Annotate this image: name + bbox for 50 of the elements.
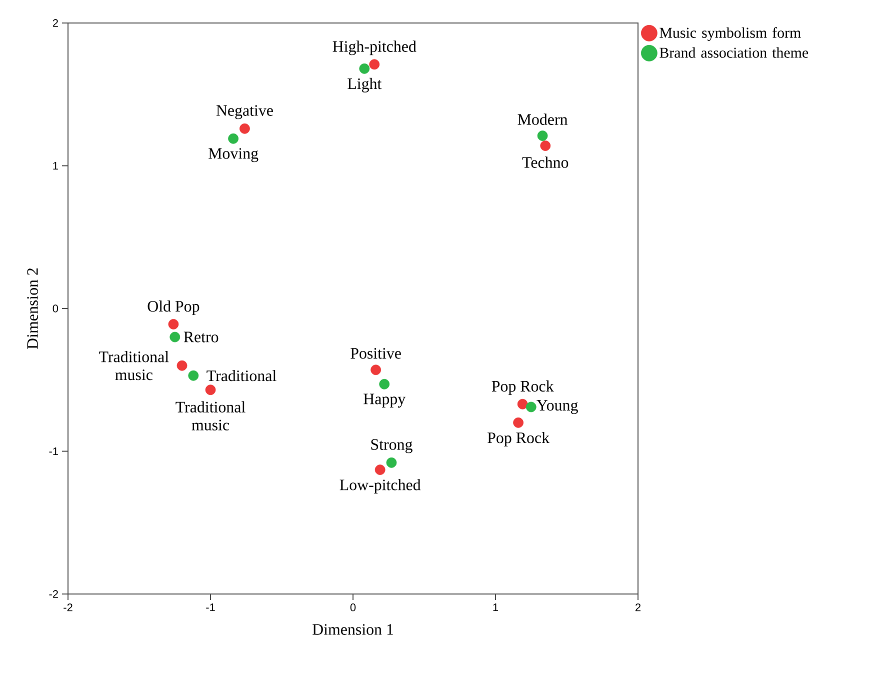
point <box>526 402 536 412</box>
point <box>374 464 386 475</box>
point <box>188 370 199 381</box>
data-label: Old Pop <box>148 300 200 315</box>
y-tick-label: 0 <box>52 304 58 312</box>
point <box>359 63 370 74</box>
point <box>205 384 216 396</box>
point <box>228 133 239 144</box>
y-tick-label: 1 <box>53 162 58 170</box>
data-label: Pop Rock <box>492 380 554 395</box>
point <box>537 130 548 141</box>
point <box>170 332 180 342</box>
data-label: Light <box>348 78 382 92</box>
data-label: Traditional music <box>176 401 246 430</box>
data-label: Traditional music <box>99 351 169 380</box>
x-tick-label: 2 <box>636 604 641 612</box>
data-label: Low-pitched <box>340 479 421 494</box>
point <box>369 59 380 70</box>
data-label: Strong <box>371 439 412 454</box>
data-label: Retro <box>184 332 218 342</box>
x-tick-label: 1 <box>493 604 498 612</box>
data-label: High-pitched <box>332 40 416 56</box>
data-label: Positive <box>350 348 401 359</box>
data-label: Pop Rock <box>488 432 550 446</box>
point <box>379 378 390 390</box>
data-label: Moving <box>208 148 258 162</box>
point <box>513 417 524 428</box>
point <box>370 364 382 376</box>
x-axis-title: Dimension 1 <box>312 624 393 635</box>
y-tick-label: -1 <box>49 447 58 456</box>
x-tick-label: -1 <box>206 604 215 612</box>
point <box>386 457 397 468</box>
data-label: Techno <box>522 156 568 168</box>
point <box>240 123 250 134</box>
x-tick-label: -2 <box>64 604 72 612</box>
point <box>517 398 528 410</box>
y-axis-title: Dimension 2 <box>27 268 38 349</box>
data-label: Happy <box>364 394 406 408</box>
legend-label: Music symbolism form <box>660 27 801 41</box>
y-tick-label: 2 <box>52 19 58 27</box>
data-label: Modern <box>518 114 568 125</box>
point <box>176 360 188 371</box>
data-label: Negative <box>216 105 273 120</box>
data-label: Traditional <box>206 370 276 382</box>
y-tick-label: -2 <box>49 590 58 598</box>
data-label: Young <box>536 400 578 414</box>
point <box>540 140 551 151</box>
legend-label: Brand association theme <box>660 47 808 58</box>
x-tick-label: 0 <box>350 604 356 612</box>
point <box>168 318 179 330</box>
